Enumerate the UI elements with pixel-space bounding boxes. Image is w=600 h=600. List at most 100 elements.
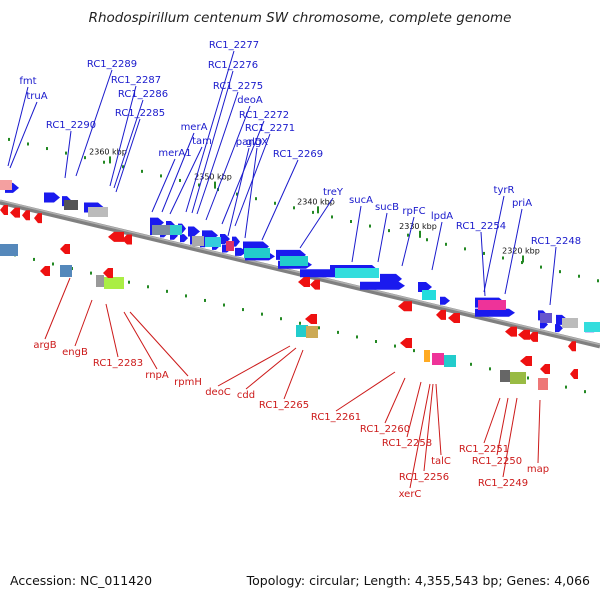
bottom-leader-line <box>129 311 189 377</box>
gene-label-rc1_2258: RC1_2258 <box>382 438 432 449</box>
reverse-gene-arrow <box>298 276 310 287</box>
scale-tick-label: 2340 kbp <box>297 197 335 206</box>
gene-label-layer: fmt truA RC1_2289 RC1_2290 RC1_2287 RC1_2286 R… <box>19 40 581 500</box>
top-leader-line <box>244 147 258 239</box>
top-leader-line <box>227 147 250 237</box>
tick-dot-outer <box>597 279 599 283</box>
top-leader-line <box>480 231 486 297</box>
reverse-gene-arrow <box>34 213 42 224</box>
gene-label-rpfc: rpFC <box>402 206 425 217</box>
gene-label-xerc: xerC <box>399 489 422 500</box>
gene-label-tam: tam <box>192 136 212 147</box>
tick-dot-inner <box>128 280 130 284</box>
gene-label-trey: treY <box>323 187 344 198</box>
reverse-feature-box <box>0 244 18 256</box>
tick-dot-outer <box>331 215 333 219</box>
reverse-gene-arrow-outer <box>60 244 70 254</box>
scale-tick-label: 2350 kbp <box>194 173 232 182</box>
tick-dot-outer <box>483 251 485 255</box>
gene-label-rpmh: rpmH <box>174 377 202 388</box>
forward-gene-small <box>180 234 188 243</box>
tick-dot-outer <box>388 229 390 233</box>
reverse-feature-box <box>104 277 124 289</box>
top-leader-line <box>205 105 251 221</box>
tick-dot-inner <box>261 312 263 316</box>
genome-summary-text: Topology: circular; Length: 4,355,543 bp… <box>246 573 590 588</box>
gene-label-rnpa: rnpA <box>145 370 169 381</box>
tick-dot-outer <box>46 147 48 151</box>
accession-text: Accession: NC_011420 <box>10 573 152 588</box>
reverse-feature-box <box>432 353 444 365</box>
tick-dot-outer <box>559 270 561 274</box>
tick-dot-outer <box>521 261 523 265</box>
bottom-leader-line <box>123 311 158 370</box>
gene-label-pand: panD <box>236 137 263 148</box>
reverse-feature-box <box>306 326 318 338</box>
gene-label-map: map <box>527 464 549 475</box>
scale-tick <box>214 181 216 189</box>
gene-label-rc1_2272: RC1_2272 <box>239 110 289 121</box>
forward-feature-box <box>0 180 12 190</box>
forward-gene-small <box>555 324 563 333</box>
bottom-leader-line <box>423 383 434 472</box>
tick-dot-outer <box>293 206 295 210</box>
leader-lines <box>7 50 557 489</box>
gene-label-rc1_2271: RC1_2271 <box>245 123 295 134</box>
scale-tick <box>317 206 319 214</box>
gene-label-rc1_2256: RC1_2256 <box>399 472 449 483</box>
gene-label-lpda: lpdA <box>431 211 453 222</box>
reverse-gene-arrow-outer <box>40 266 50 276</box>
gene-label-deoc: deoC <box>205 387 231 398</box>
bottom-leader-line <box>44 277 71 340</box>
top-leader-line <box>431 221 443 271</box>
reverse-gene-arrow-outer <box>540 364 550 374</box>
bottom-leader-line <box>217 345 291 387</box>
tick-dot-outer <box>502 256 504 260</box>
forward-feature-box <box>422 290 436 300</box>
tick-dot-outer <box>27 142 29 146</box>
reverse-gene-arrow-outer <box>103 268 113 278</box>
forward-feature-box <box>170 225 182 235</box>
reverse-feature-box <box>424 350 430 362</box>
reverse-gene-arrow <box>108 231 124 242</box>
bottom-leader-line <box>74 299 93 347</box>
gene-label-rc1_2248: RC1_2248 <box>531 236 581 247</box>
tick-dot-inner <box>242 308 244 312</box>
reverse-gene-arrow <box>122 234 132 245</box>
gene-label-cdd: cdd <box>237 390 255 401</box>
top-leader-line <box>504 208 523 295</box>
reverse-gene-arrow <box>448 312 460 323</box>
reverse-gene-arrow <box>0 204 8 215</box>
forward-gene-arrow <box>418 282 432 292</box>
reverse-feature-box <box>500 370 510 382</box>
reverse-gene-arrow <box>568 341 576 352</box>
forward-feature-box <box>88 207 108 217</box>
tick-dot-inner <box>299 321 301 325</box>
gene-label-rc1_2265: RC1_2265 <box>259 400 309 411</box>
tick-dot-inner <box>337 330 339 334</box>
forward-gene-arrow <box>44 192 60 203</box>
reverse-gene-arrow <box>505 326 517 337</box>
forward-feature-box <box>335 268 379 278</box>
tick-dot-inner <box>52 262 54 266</box>
tick-dot-outer <box>578 274 580 278</box>
tick-dot-inner <box>147 285 149 289</box>
reverse-gene-arrow <box>398 301 412 312</box>
forward-gene-arrow <box>380 273 402 284</box>
reverse-gene-arrow-outer <box>400 338 412 348</box>
forward-feature-box <box>562 318 578 328</box>
top-leader-line <box>64 130 72 179</box>
bottom-leader-line <box>496 397 509 456</box>
top-leader-line <box>351 205 362 263</box>
tick-dot-inner <box>489 367 491 371</box>
gene-label-pria: priA <box>512 198 532 209</box>
bottom-leader-line <box>384 377 406 424</box>
gene-label-rc1_2286: RC1_2286 <box>118 89 168 100</box>
gene-label-argb: argB <box>33 340 56 351</box>
gene-label-tyrr: tyrR <box>494 185 515 196</box>
top-leader-line <box>113 99 144 189</box>
bottom-leader-line <box>283 349 304 400</box>
tick-dot-outer <box>103 160 105 164</box>
gene-label-deoa: deoA <box>237 95 263 106</box>
gene-label-rc1_2277: RC1_2277 <box>209 40 259 51</box>
